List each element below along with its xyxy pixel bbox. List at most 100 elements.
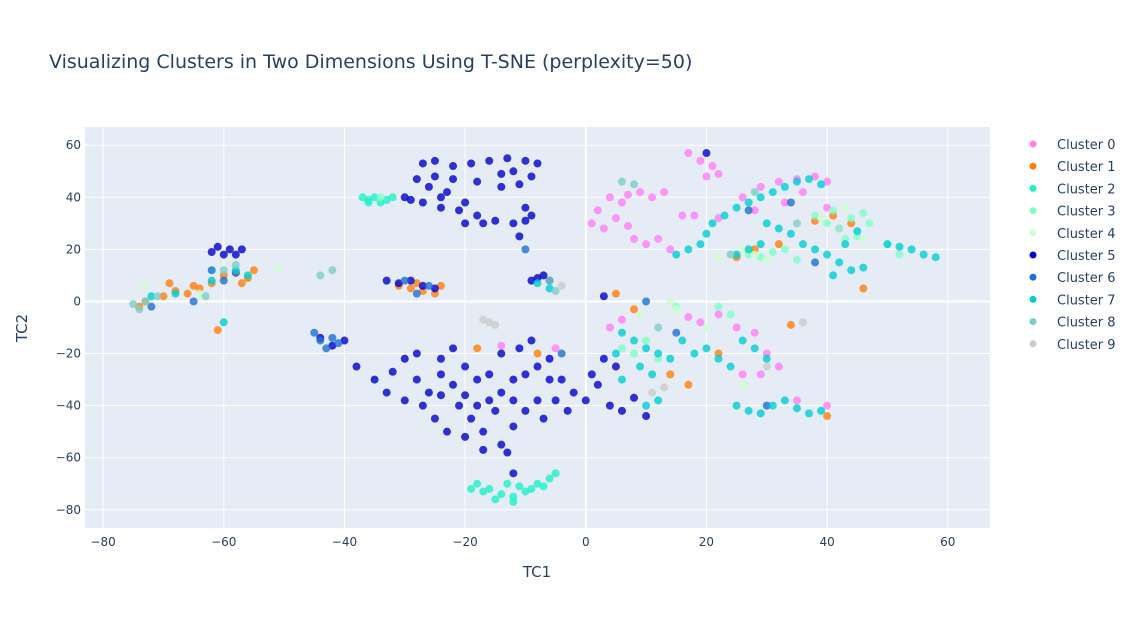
data-point[interactable] [654, 349, 663, 358]
data-point[interactable] [509, 167, 518, 176]
data-point[interactable] [424, 281, 433, 290]
data-point[interactable] [611, 289, 620, 298]
data-point[interactable] [388, 367, 397, 376]
data-point[interactable] [557, 375, 566, 384]
data-point[interactable] [762, 354, 771, 363]
data-point[interactable] [768, 247, 777, 256]
data-point[interactable] [654, 234, 663, 243]
data-point[interactable] [485, 484, 494, 493]
data-point[interactable] [418, 281, 427, 290]
data-point[interactable] [919, 250, 928, 259]
data-point[interactable] [497, 341, 506, 350]
data-point[interactable] [334, 339, 343, 348]
data-point[interactable] [497, 440, 506, 449]
data-point[interactable] [400, 276, 409, 285]
data-point[interactable] [207, 247, 216, 256]
data-point[interactable] [189, 281, 198, 290]
data-point[interactable] [811, 172, 820, 181]
data-point[interactable] [527, 211, 536, 220]
data-point[interactable] [811, 211, 820, 220]
data-point[interactable] [792, 404, 801, 413]
data-point[interactable] [473, 211, 482, 220]
data-point[interactable] [883, 240, 892, 249]
data-point[interactable] [817, 406, 826, 415]
data-point[interactable] [533, 349, 542, 358]
data-point[interactable] [786, 229, 795, 238]
data-point[interactable] [461, 219, 470, 228]
data-point[interactable] [642, 297, 651, 306]
data-point[interactable] [551, 287, 560, 296]
data-point[interactable] [750, 328, 759, 337]
data-point[interactable] [424, 182, 433, 191]
data-point[interactable] [696, 156, 705, 165]
data-point[interactable] [617, 375, 626, 384]
data-point[interactable] [533, 396, 542, 405]
data-point[interactable] [231, 250, 240, 259]
data-point[interactable] [672, 250, 681, 259]
data-point[interactable] [811, 245, 820, 254]
data-point[interactable] [617, 315, 626, 324]
data-point[interactable] [213, 242, 222, 251]
data-point[interactable] [491, 216, 500, 225]
data-point[interactable] [491, 406, 500, 415]
data-point[interactable] [853, 227, 862, 236]
data-point[interactable] [660, 383, 669, 392]
data-point[interactable] [744, 206, 753, 215]
data-point[interactable] [545, 354, 554, 363]
data-point[interactable] [533, 362, 542, 371]
data-point[interactable] [473, 344, 482, 353]
data-point[interactable] [219, 266, 228, 275]
data-point[interactable] [485, 370, 494, 379]
data-point[interactable] [503, 479, 512, 488]
data-point[interactable] [798, 188, 807, 197]
data-point[interactable] [551, 396, 560, 405]
data-point[interactable] [666, 245, 675, 254]
data-point[interactable] [642, 336, 651, 345]
data-point[interactable] [738, 370, 747, 379]
data-point[interactable] [406, 284, 415, 293]
data-point[interactable] [744, 245, 753, 254]
data-point[interactable] [436, 354, 445, 363]
data-point[interactable] [569, 388, 578, 397]
data-point[interactable] [690, 211, 699, 220]
data-point[interactable] [473, 375, 482, 384]
data-point[interactable] [798, 240, 807, 249]
data-point[interactable] [485, 156, 494, 165]
data-point[interactable] [485, 396, 494, 405]
data-point[interactable] [449, 162, 458, 171]
data-point[interactable] [491, 495, 500, 504]
data-point[interactable] [817, 180, 826, 189]
data-point[interactable] [418, 159, 427, 168]
data-point[interactable] [599, 292, 608, 301]
data-point[interactable] [521, 216, 530, 225]
data-point[interactable] [237, 279, 246, 288]
data-point[interactable] [412, 375, 421, 384]
data-point[interactable] [865, 219, 874, 228]
data-point[interactable] [406, 276, 415, 285]
data-point[interactable] [696, 318, 705, 327]
data-point[interactable] [792, 177, 801, 186]
data-point[interactable] [424, 388, 433, 397]
data-point[interactable] [473, 401, 482, 410]
data-point[interactable] [599, 224, 608, 233]
data-point[interactable] [412, 289, 421, 298]
data-point[interactable] [817, 214, 826, 223]
data-point[interactable] [617, 177, 626, 186]
data-point[interactable] [485, 318, 494, 327]
data-point[interactable] [497, 169, 506, 178]
data-point[interactable] [551, 469, 560, 478]
data-point[interactable] [726, 362, 735, 371]
data-point[interactable] [328, 341, 337, 350]
data-point[interactable] [515, 344, 524, 353]
data-point[interactable] [642, 401, 651, 410]
data-point[interactable] [593, 380, 602, 389]
data-point[interactable] [412, 349, 421, 358]
data-point[interactable] [666, 354, 675, 363]
data-point[interactable] [720, 211, 729, 220]
data-point[interactable] [762, 219, 771, 228]
data-point[interactable] [219, 318, 228, 327]
data-point[interactable] [829, 206, 838, 215]
data-point[interactable] [750, 206, 759, 215]
data-point[interactable] [895, 242, 904, 251]
data-point[interactable] [515, 232, 524, 241]
